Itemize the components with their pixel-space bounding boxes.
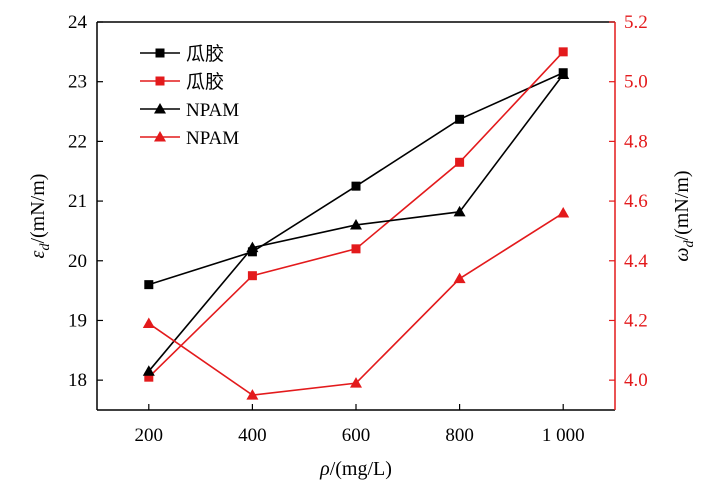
data-point-npam-right	[350, 377, 362, 388]
left-y-tick-label: 18	[68, 370, 87, 391]
data-point-npam-right	[557, 207, 570, 218]
right-y-axis-title: ωd/(mN/m)	[671, 170, 697, 261]
x-tick-label: 200	[135, 425, 164, 446]
left-y-tick-label: 23	[68, 72, 87, 93]
series-group	[142, 47, 570, 400]
right-y-tick-label: 5.2	[624, 12, 648, 33]
x-tick-label: 400	[238, 425, 267, 446]
left-y-axis-title: εd/(mN/m)	[27, 174, 53, 259]
x-axis-title: ρ/(mg/L)	[319, 458, 392, 480]
legend-marker-guar-right	[155, 76, 165, 86]
x-tick-label: 600	[342, 425, 371, 446]
legend-label-guar-left: 瓜胶	[186, 43, 224, 65]
left-y-tick-label: 19	[68, 310, 87, 331]
axes: 200 400 600 800 1 000 18 19 20 21 22 23 24 4.0 4.2 4.4…	[68, 12, 648, 446]
right-y-tick-label: 4.2	[624, 310, 648, 331]
legend-marker-npam-left	[154, 103, 166, 114]
data-point-guar-right	[351, 244, 361, 254]
data-point-npam-right	[246, 389, 259, 400]
data-point-guar-right	[144, 372, 154, 382]
data-point-npam-left	[557, 68, 570, 80]
legend-label-npam-left: NPAM	[186, 100, 239, 121]
right-y-tick-label: 4.8	[624, 131, 648, 152]
right-y-tick-label: 5.0	[624, 72, 648, 93]
data-point-npam-left	[453, 205, 466, 217]
series-line-npam-right	[148, 212, 564, 396]
legend-marker-guar-left	[155, 48, 165, 58]
right-y-tick-label: 4.6	[624, 191, 648, 212]
data-point-guar-left	[455, 114, 465, 124]
left-y-tick-label: 20	[68, 251, 87, 272]
data-point-guar-right	[558, 47, 568, 57]
right-y-tick-label: 4.4	[624, 251, 648, 272]
data-point-npam-right	[453, 272, 466, 284]
data-point-guar-left	[351, 181, 361, 191]
x-tick-label: 800	[445, 425, 474, 446]
data-point-npam-left	[246, 241, 259, 253]
left-y-tick-label: 22	[68, 131, 87, 152]
data-point-guar-right	[247, 271, 257, 281]
x-tick-label: 1 000	[542, 425, 585, 446]
legend-marker-npam-right	[154, 131, 166, 142]
data-point-npam-left	[350, 218, 362, 230]
data-point-guar-left	[144, 280, 154, 290]
data-point-npam-right	[142, 317, 155, 328]
data-point-npam-left	[142, 365, 155, 376]
left-y-tick-label: 24	[68, 12, 88, 33]
data-point-guar-right	[455, 157, 465, 167]
right-y-tick-label: 4.0	[624, 370, 648, 391]
legend-label-guar-right: 瓜胶	[186, 71, 224, 93]
left-y-tick-label: 21	[68, 191, 87, 212]
legend-label-npam-right: NPAM	[186, 128, 239, 149]
